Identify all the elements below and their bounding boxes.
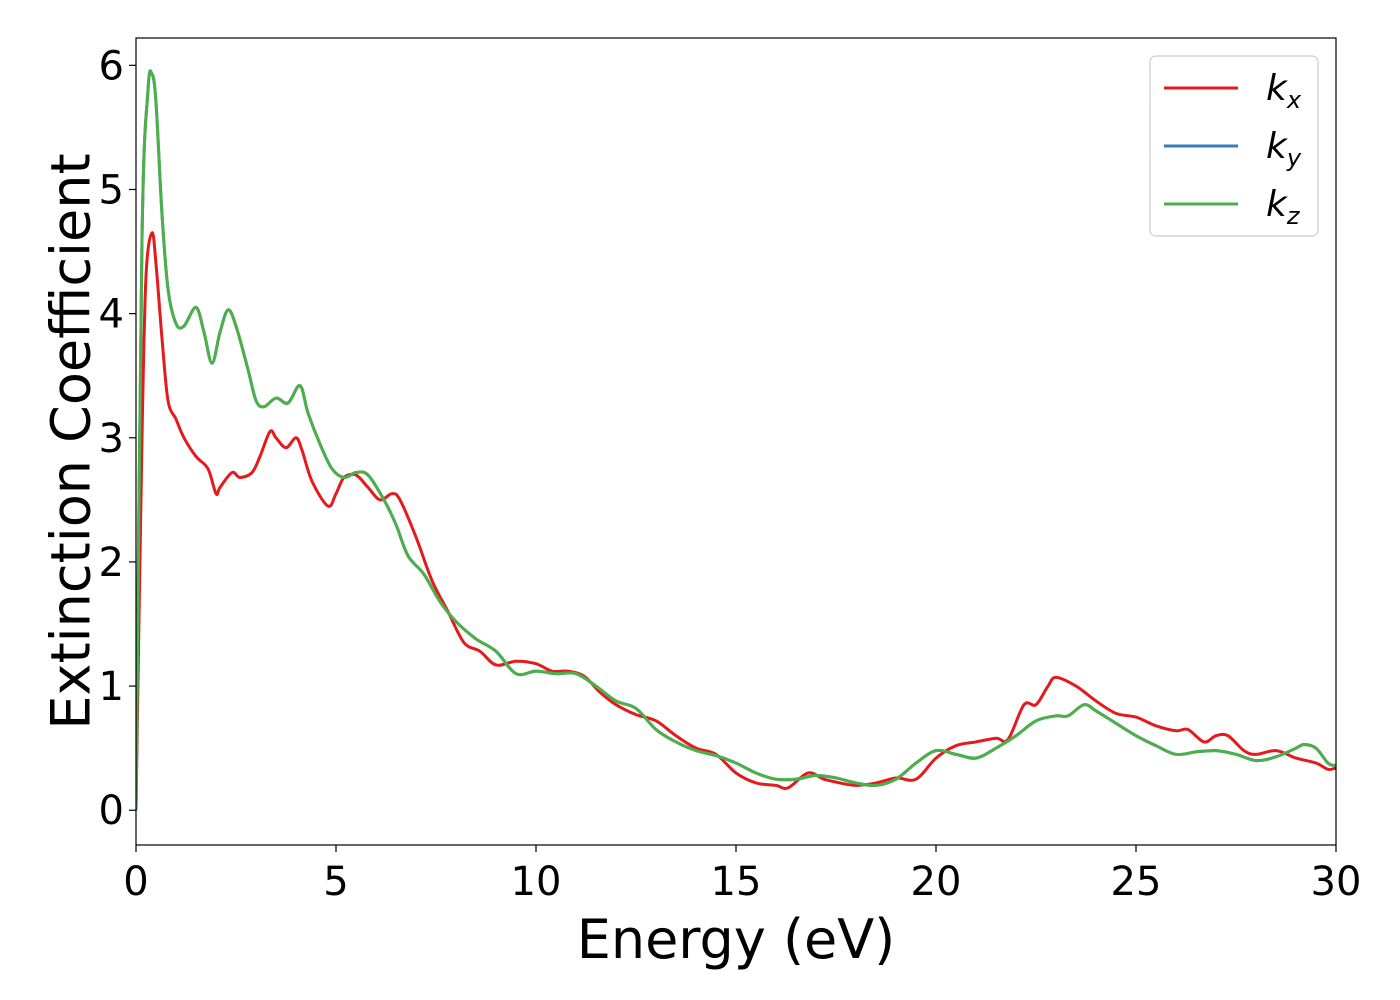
legend-label-kx: kx [1266,68,1302,114]
x-axis: 0 5 10 15 20 25 30 [123,845,1361,905]
x-axis-label: Energy (eV) [577,908,896,971]
legend-label-kz: kz [1266,184,1301,230]
series-line-kx [136,231,1336,811]
y-tick-label: 6 [99,43,124,89]
x-tick-label: 15 [711,859,762,905]
y-tick-label: 2 [99,540,124,586]
y-tick-label: 3 [99,416,124,462]
y-axis: 0 1 2 3 4 5 6 [99,43,136,834]
x-tick-label: 25 [1111,859,1162,905]
x-tick-label: 20 [911,859,962,905]
legend: kx ky kz [1149,55,1319,237]
x-tick-label: 0 [123,859,148,905]
y-axis-label: Extinction Coefficient [40,153,103,729]
x-tick-label: 5 [323,859,348,905]
series-line-kz [136,69,1336,811]
x-tick-label: 10 [511,859,562,905]
y-tick-label: 1 [99,664,124,710]
y-tick-label: 4 [99,292,124,338]
y-tick-label: 0 [99,788,124,834]
legend-label-ky: ky [1266,126,1302,172]
x-tick-label: 30 [1311,859,1362,905]
y-tick-label: 5 [99,167,124,213]
series-lines [136,69,1336,811]
